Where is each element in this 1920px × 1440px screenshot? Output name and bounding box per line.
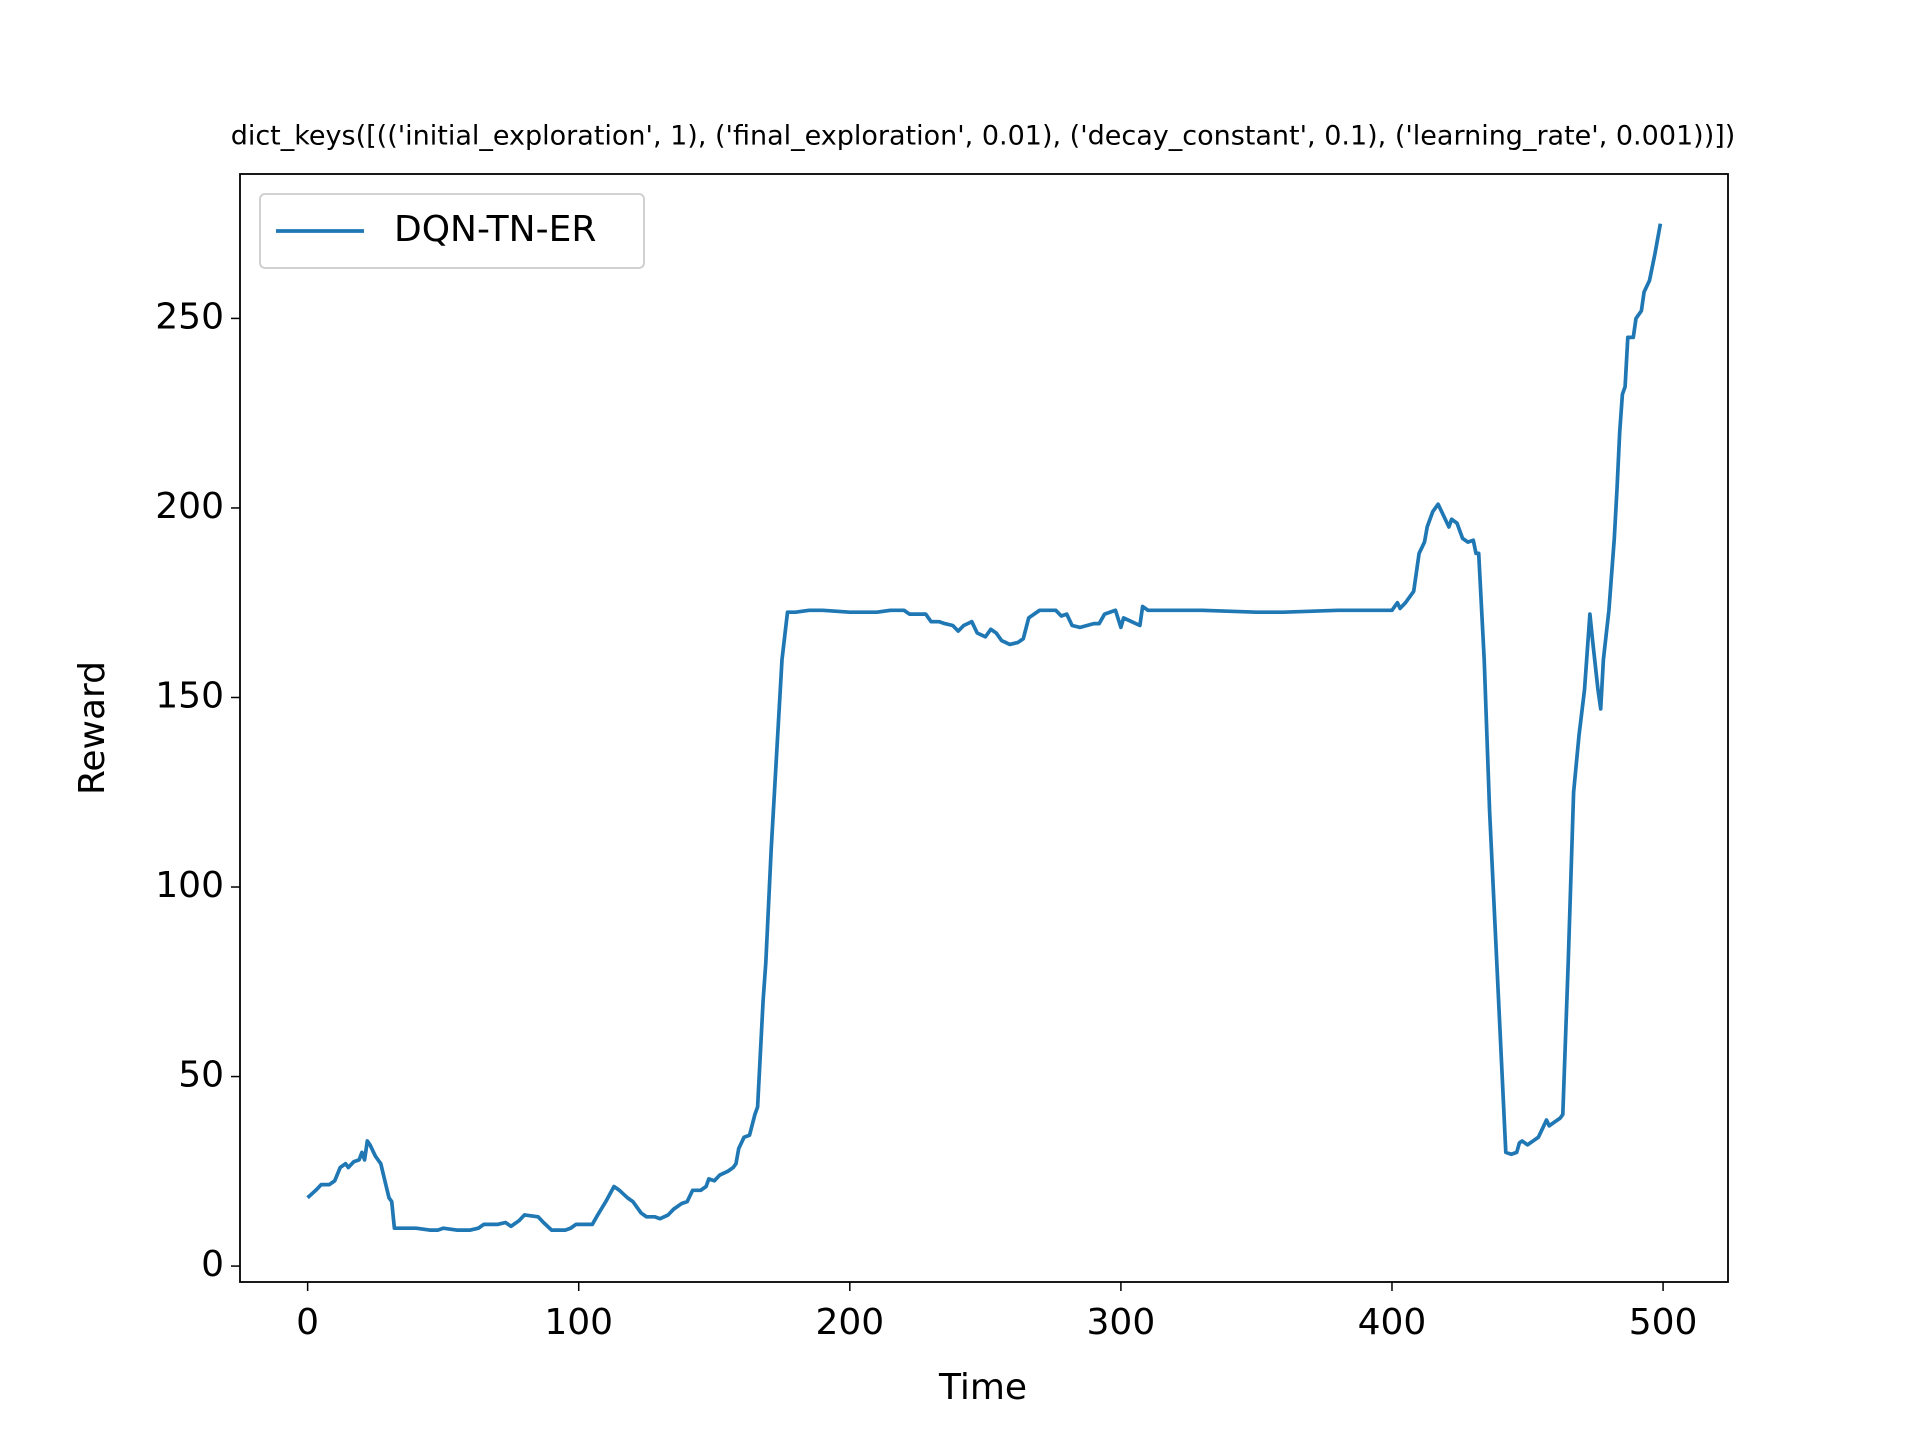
y-tick-label: 200 bbox=[155, 486, 224, 527]
x-tick-label: 200 bbox=[815, 1302, 884, 1343]
legend-label: DQN-TN-ER bbox=[394, 209, 596, 250]
x-tick-label: 0 bbox=[296, 1302, 319, 1343]
legend: DQN-TN-ER bbox=[259, 193, 645, 269]
chart-title: dict_keys([(('initial_exploration', 1), … bbox=[231, 121, 1736, 152]
y-axis-label: Reward bbox=[72, 661, 113, 795]
y-tick-label: 250 bbox=[155, 296, 224, 337]
x-tick-label: 400 bbox=[1358, 1302, 1427, 1343]
y-tick-label: 50 bbox=[178, 1055, 224, 1096]
legend-box bbox=[259, 193, 645, 269]
plot-frame bbox=[239, 173, 1729, 1283]
line bbox=[306, 223, 1663, 1232]
x-tick-label: 500 bbox=[1629, 1302, 1698, 1343]
y-tick-label: 100 bbox=[155, 865, 224, 906]
x-axis-label: Time bbox=[938, 1367, 1027, 1408]
x-tick-label: 300 bbox=[1087, 1302, 1156, 1343]
y-tick-label: 0 bbox=[201, 1244, 224, 1285]
x-tick-label: 100 bbox=[544, 1302, 613, 1343]
y-tick-label: 150 bbox=[155, 675, 224, 716]
